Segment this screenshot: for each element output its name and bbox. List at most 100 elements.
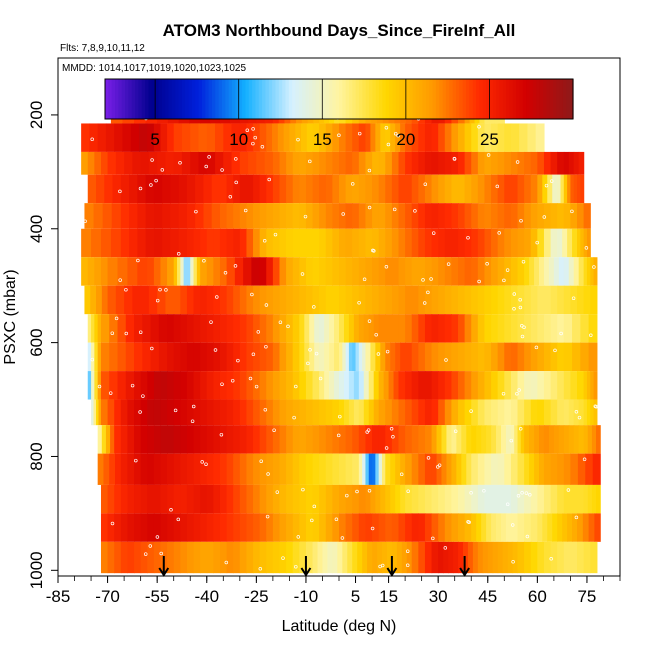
heatmap-cell: [557, 453, 565, 485]
heatmap-cell: [120, 228, 130, 258]
heatmap-cell: [418, 203, 426, 229]
heatmap-cell: [444, 342, 452, 372]
heatmap-cell: [444, 513, 452, 542]
heatmap-cell: [593, 257, 598, 286]
heatmap-cell: [510, 425, 515, 454]
sample-marker: [477, 124, 481, 129]
sample-marker: [405, 549, 410, 553]
heatmap-cell: [391, 425, 400, 454]
heatmap-cell: [527, 123, 537, 152]
colorbar-tick-label: 10: [229, 130, 248, 149]
heatmap-cell: [491, 399, 499, 426]
heatmap-cell: [572, 314, 581, 343]
heatmap-cell: [107, 484, 115, 514]
heatmap-cell: [537, 513, 543, 542]
heatmap-cell: [504, 314, 512, 343]
colorbar-swatch: [496, 79, 501, 119]
x-tick-label: -25: [244, 587, 269, 606]
colorbar-swatch: [532, 79, 537, 119]
heatmap-cell: [206, 425, 214, 454]
heatmap-cell: [477, 371, 486, 400]
heatmap-cell: [319, 257, 327, 286]
heatmap-cell: [517, 228, 525, 258]
colorbar-swatch: [536, 79, 541, 119]
heatmap-cell: [466, 453, 472, 485]
heatmap-cell: [411, 342, 419, 372]
heatmap-cell: [510, 151, 519, 175]
heatmap-cell: [125, 314, 135, 343]
heatmap-cell: [477, 203, 486, 229]
sample-marker: [138, 410, 142, 414]
heatmap-cell: [178, 228, 188, 258]
sample-marker: [97, 384, 102, 389]
heatmap-cell: [137, 257, 148, 286]
heatmap-band: [81, 228, 591, 258]
x-axis: -85 -70 -55 -40 -25 -10 5 15 30 45 60 75: [46, 576, 621, 606]
heatmap-cell: [572, 342, 581, 372]
heatmap-cell: [329, 314, 335, 343]
heatmap-cell: [583, 228, 588, 258]
heatmap-cell: [500, 513, 507, 542]
heatmap-cell: [543, 257, 550, 286]
heatmap-cell: [292, 425, 300, 454]
heatmap-cell: [568, 257, 575, 286]
heatmap-cell: [357, 541, 363, 574]
heatmap-cell: [198, 151, 208, 175]
heatmap-cell: [226, 513, 234, 542]
colorbar-swatch: [195, 79, 200, 119]
heatmap-cell: [246, 425, 254, 454]
heatmap-cell: [458, 174, 466, 204]
heatmap-cell: [206, 123, 216, 152]
heatmap-cell: [167, 399, 175, 426]
heatmap-cell: [305, 541, 314, 574]
heatmap-cell: [272, 541, 281, 574]
heatmap-cell: [358, 151, 367, 175]
heatmap-cell: [246, 342, 254, 372]
heatmap-cell: [180, 541, 188, 574]
heatmap-cell: [342, 342, 347, 372]
colorbar-swatch: [449, 79, 454, 119]
heatmap-cell: [160, 484, 168, 514]
heatmap-cell: [259, 203, 267, 229]
heatmap-cell: [140, 399, 148, 426]
heatmap-cell: [391, 257, 400, 286]
heatmap-cell: [266, 123, 273, 152]
heatmap-cell: [588, 314, 598, 343]
heatmap-cell: [342, 541, 348, 574]
colorbar-swatch: [399, 79, 404, 119]
heatmap-cell: [438, 342, 446, 372]
heatmap-cell: [180, 425, 188, 454]
heatmap-cell: [348, 399, 355, 426]
heatmap-cell: [246, 484, 254, 514]
heatmap-cell: [101, 285, 109, 315]
sample-marker: [296, 535, 301, 539]
heatmap-cell: [352, 174, 360, 204]
sample-marker: [413, 209, 417, 213]
sample-marker: [535, 240, 539, 245]
colorbar-swatch: [369, 79, 374, 119]
heatmap-cell: [180, 257, 185, 286]
heatmap-cell: [510, 342, 519, 372]
sample-marker: [518, 305, 523, 310]
heatmap-cell: [517, 399, 525, 426]
heatmap-cell: [196, 257, 201, 286]
sample-marker: [350, 182, 355, 186]
heatmap-cell: [339, 285, 347, 315]
heatmap-cell: [319, 342, 325, 372]
heatmap-cell: [132, 151, 142, 175]
heatmap-cell: [517, 174, 525, 204]
colorbar-swatch: [135, 79, 140, 119]
heatmap-cell: [114, 425, 122, 454]
heatmap-cell: [365, 123, 372, 152]
heatmap-cell: [557, 513, 563, 542]
heatmap-cell: [583, 203, 591, 229]
heatmap-cell: [563, 371, 572, 400]
sample-marker: [228, 195, 233, 199]
heatmap-cell: [592, 453, 601, 485]
heatmap-cell: [363, 399, 370, 426]
heatmap-cell: [438, 314, 446, 343]
heatmap-cell: [370, 123, 376, 152]
heatmap-band: [81, 257, 598, 286]
heatmap-cell: [390, 484, 396, 514]
heatmap-cell: [578, 425, 585, 454]
